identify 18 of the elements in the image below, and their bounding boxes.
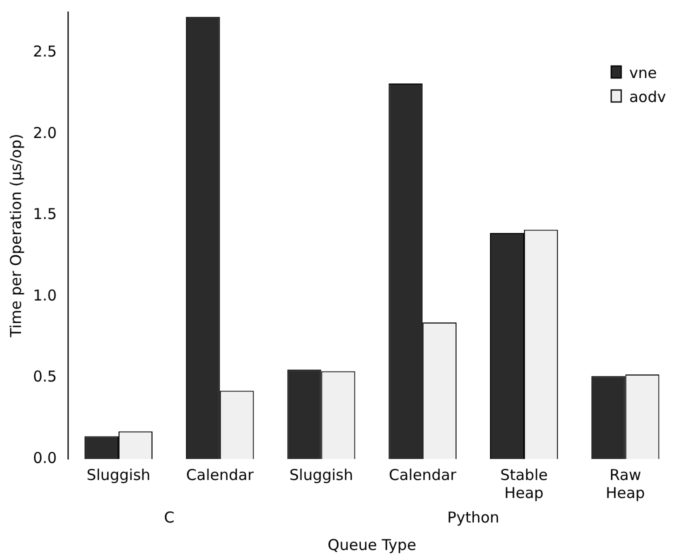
legend-label: vne [629, 64, 657, 82]
text: C [164, 508, 174, 526]
y-tick-label: 0.5 [32, 368, 57, 386]
x-tick-label: Sluggish [86, 466, 150, 484]
y-tick-label: 2.5 [32, 42, 57, 61]
x-tick-label: Raw Heap [606, 466, 645, 502]
y-tick-label: 2.0 [32, 124, 57, 142]
text: Python [447, 508, 500, 526]
legend-label: aodv [629, 88, 666, 106]
y-tick-label: 0.0 [32, 448, 57, 467]
y-axis-title: Time per Operation (µs/op) [6, 134, 25, 338]
y-tick-label: 1.0 [32, 286, 57, 304]
x-tick-label: Stable Heap [500, 466, 548, 502]
y-tick-label: 1.5 [32, 205, 57, 224]
x-tick-label: Calendar [388, 466, 458, 484]
x-tick-label: Sluggish [289, 466, 354, 484]
x-tick-label: Calendar [186, 466, 254, 484]
x-axis-title: Queue Type [328, 536, 416, 554]
